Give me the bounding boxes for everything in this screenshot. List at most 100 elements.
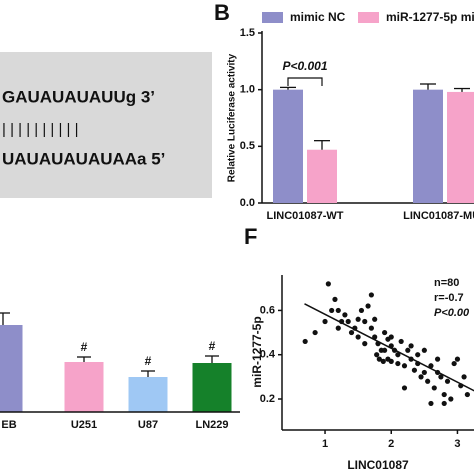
scatter-point <box>428 363 434 369</box>
scatter-point <box>302 338 308 345</box>
scatter-point <box>338 318 345 325</box>
scatter-point <box>448 396 454 402</box>
x-tick-label: EB <box>1 419 16 431</box>
scatter-point <box>415 360 421 367</box>
y-axis-label: Relative Luciferase activity <box>227 53 238 182</box>
scatter-point <box>421 369 427 376</box>
scatter-point <box>454 356 461 362</box>
scatter-point <box>438 374 444 380</box>
sequence-line: UAUAUAUAUAAa 5’ <box>2 149 165 168</box>
legend-swatch <box>358 12 379 23</box>
scatter-point <box>322 318 328 325</box>
scatter-point <box>411 367 418 373</box>
scatter-point <box>372 316 378 322</box>
scatter-point <box>332 296 338 302</box>
scatter-point <box>385 356 391 362</box>
scatter-point <box>458 383 464 389</box>
y-tick-label: 0.0 <box>240 197 255 209</box>
x-tick-label: LINC01087-MUT <box>403 210 474 222</box>
significance-bracket <box>287 77 323 86</box>
scatter-point <box>380 358 386 364</box>
scatter-point <box>451 360 457 367</box>
panel-label: B <box>214 0 230 25</box>
bar <box>192 363 232 412</box>
bar <box>64 362 104 412</box>
scatter-point <box>408 343 414 349</box>
scatter-point <box>382 329 388 336</box>
bar <box>0 325 23 412</box>
scatter-point <box>368 292 374 298</box>
scatter-point <box>365 303 371 309</box>
scatter-point <box>431 385 437 391</box>
y-tick-label: 1.0 <box>240 84 255 96</box>
scatter-point <box>425 378 431 384</box>
scatter-point <box>401 363 408 369</box>
scatter-point <box>421 347 427 353</box>
scatter-point <box>376 356 382 362</box>
annotation: P<0.001 <box>282 59 327 73</box>
x-axis-label: LINC01087 <box>347 458 409 472</box>
x-tick-label: LN229 <box>195 419 228 431</box>
y-axis-label: miR-1277-5p <box>250 316 264 387</box>
scatter-point <box>428 400 434 407</box>
scatter-point <box>342 312 348 318</box>
scatter-point <box>335 307 341 314</box>
scatter-point <box>441 391 447 398</box>
pairing-line: | | | | | | | | | | <box>2 121 78 138</box>
scatter-point <box>312 329 318 336</box>
scatter-point <box>388 334 394 340</box>
y-tick-label: 0.6 <box>260 304 275 316</box>
scatter-point <box>372 334 378 340</box>
bar <box>273 89 303 203</box>
scatter-point <box>461 374 467 380</box>
scatter-point <box>395 352 401 358</box>
scatter-point <box>345 318 351 325</box>
y-tick-label: 0.2 <box>260 393 275 405</box>
scatter-point <box>362 341 368 347</box>
stat-label: r=-0.7 <box>434 292 464 304</box>
x-tick-label: 3 <box>454 438 460 450</box>
scatter-point <box>335 325 341 331</box>
scatter-point <box>374 352 380 358</box>
y-tick-label: 0.5 <box>240 140 255 152</box>
scatter-point <box>391 347 398 353</box>
scatter-point <box>355 334 361 340</box>
scatter-point <box>329 307 335 314</box>
scatter-point <box>348 329 355 336</box>
bar <box>128 377 168 412</box>
legend-label: miR-1277-5p mimic <box>386 10 474 24</box>
y-tick-label: 1.5 <box>240 27 255 39</box>
legend-swatch <box>262 12 283 23</box>
x-tick-label: LINC01087-WT <box>266 210 343 222</box>
scatter-point <box>464 391 470 398</box>
scatter-point <box>418 374 424 380</box>
scatter-point <box>441 400 447 407</box>
scatter-point <box>434 369 441 376</box>
scatter-point <box>358 307 365 314</box>
scatter-point <box>401 385 408 391</box>
scatter-point <box>382 347 388 353</box>
y-tick-label: 0.4 <box>260 349 276 361</box>
significance-marker: # <box>81 340 88 354</box>
bar <box>447 91 474 203</box>
scatter-point <box>405 347 411 353</box>
scatter-point <box>355 316 361 322</box>
scatter-point <box>388 343 394 349</box>
bar <box>307 149 337 203</box>
sequence-box <box>0 52 212 198</box>
significance-marker: # <box>209 339 216 353</box>
scatter-point <box>398 338 404 345</box>
sequence-line: GAUAUAUAUUg 3’ <box>2 87 155 106</box>
significance-marker: # <box>145 354 152 368</box>
scatter-point <box>352 325 358 331</box>
scatter-point <box>395 360 401 367</box>
legend-label: mimic NC <box>290 10 346 24</box>
scatter-point <box>375 341 381 347</box>
x-tick-label: 1 <box>322 438 328 450</box>
scatter-point <box>325 281 331 287</box>
scatter-point <box>408 356 414 362</box>
x-tick-label: U251 <box>71 419 97 431</box>
scatter-point <box>444 378 451 384</box>
scatter-point <box>434 356 441 362</box>
